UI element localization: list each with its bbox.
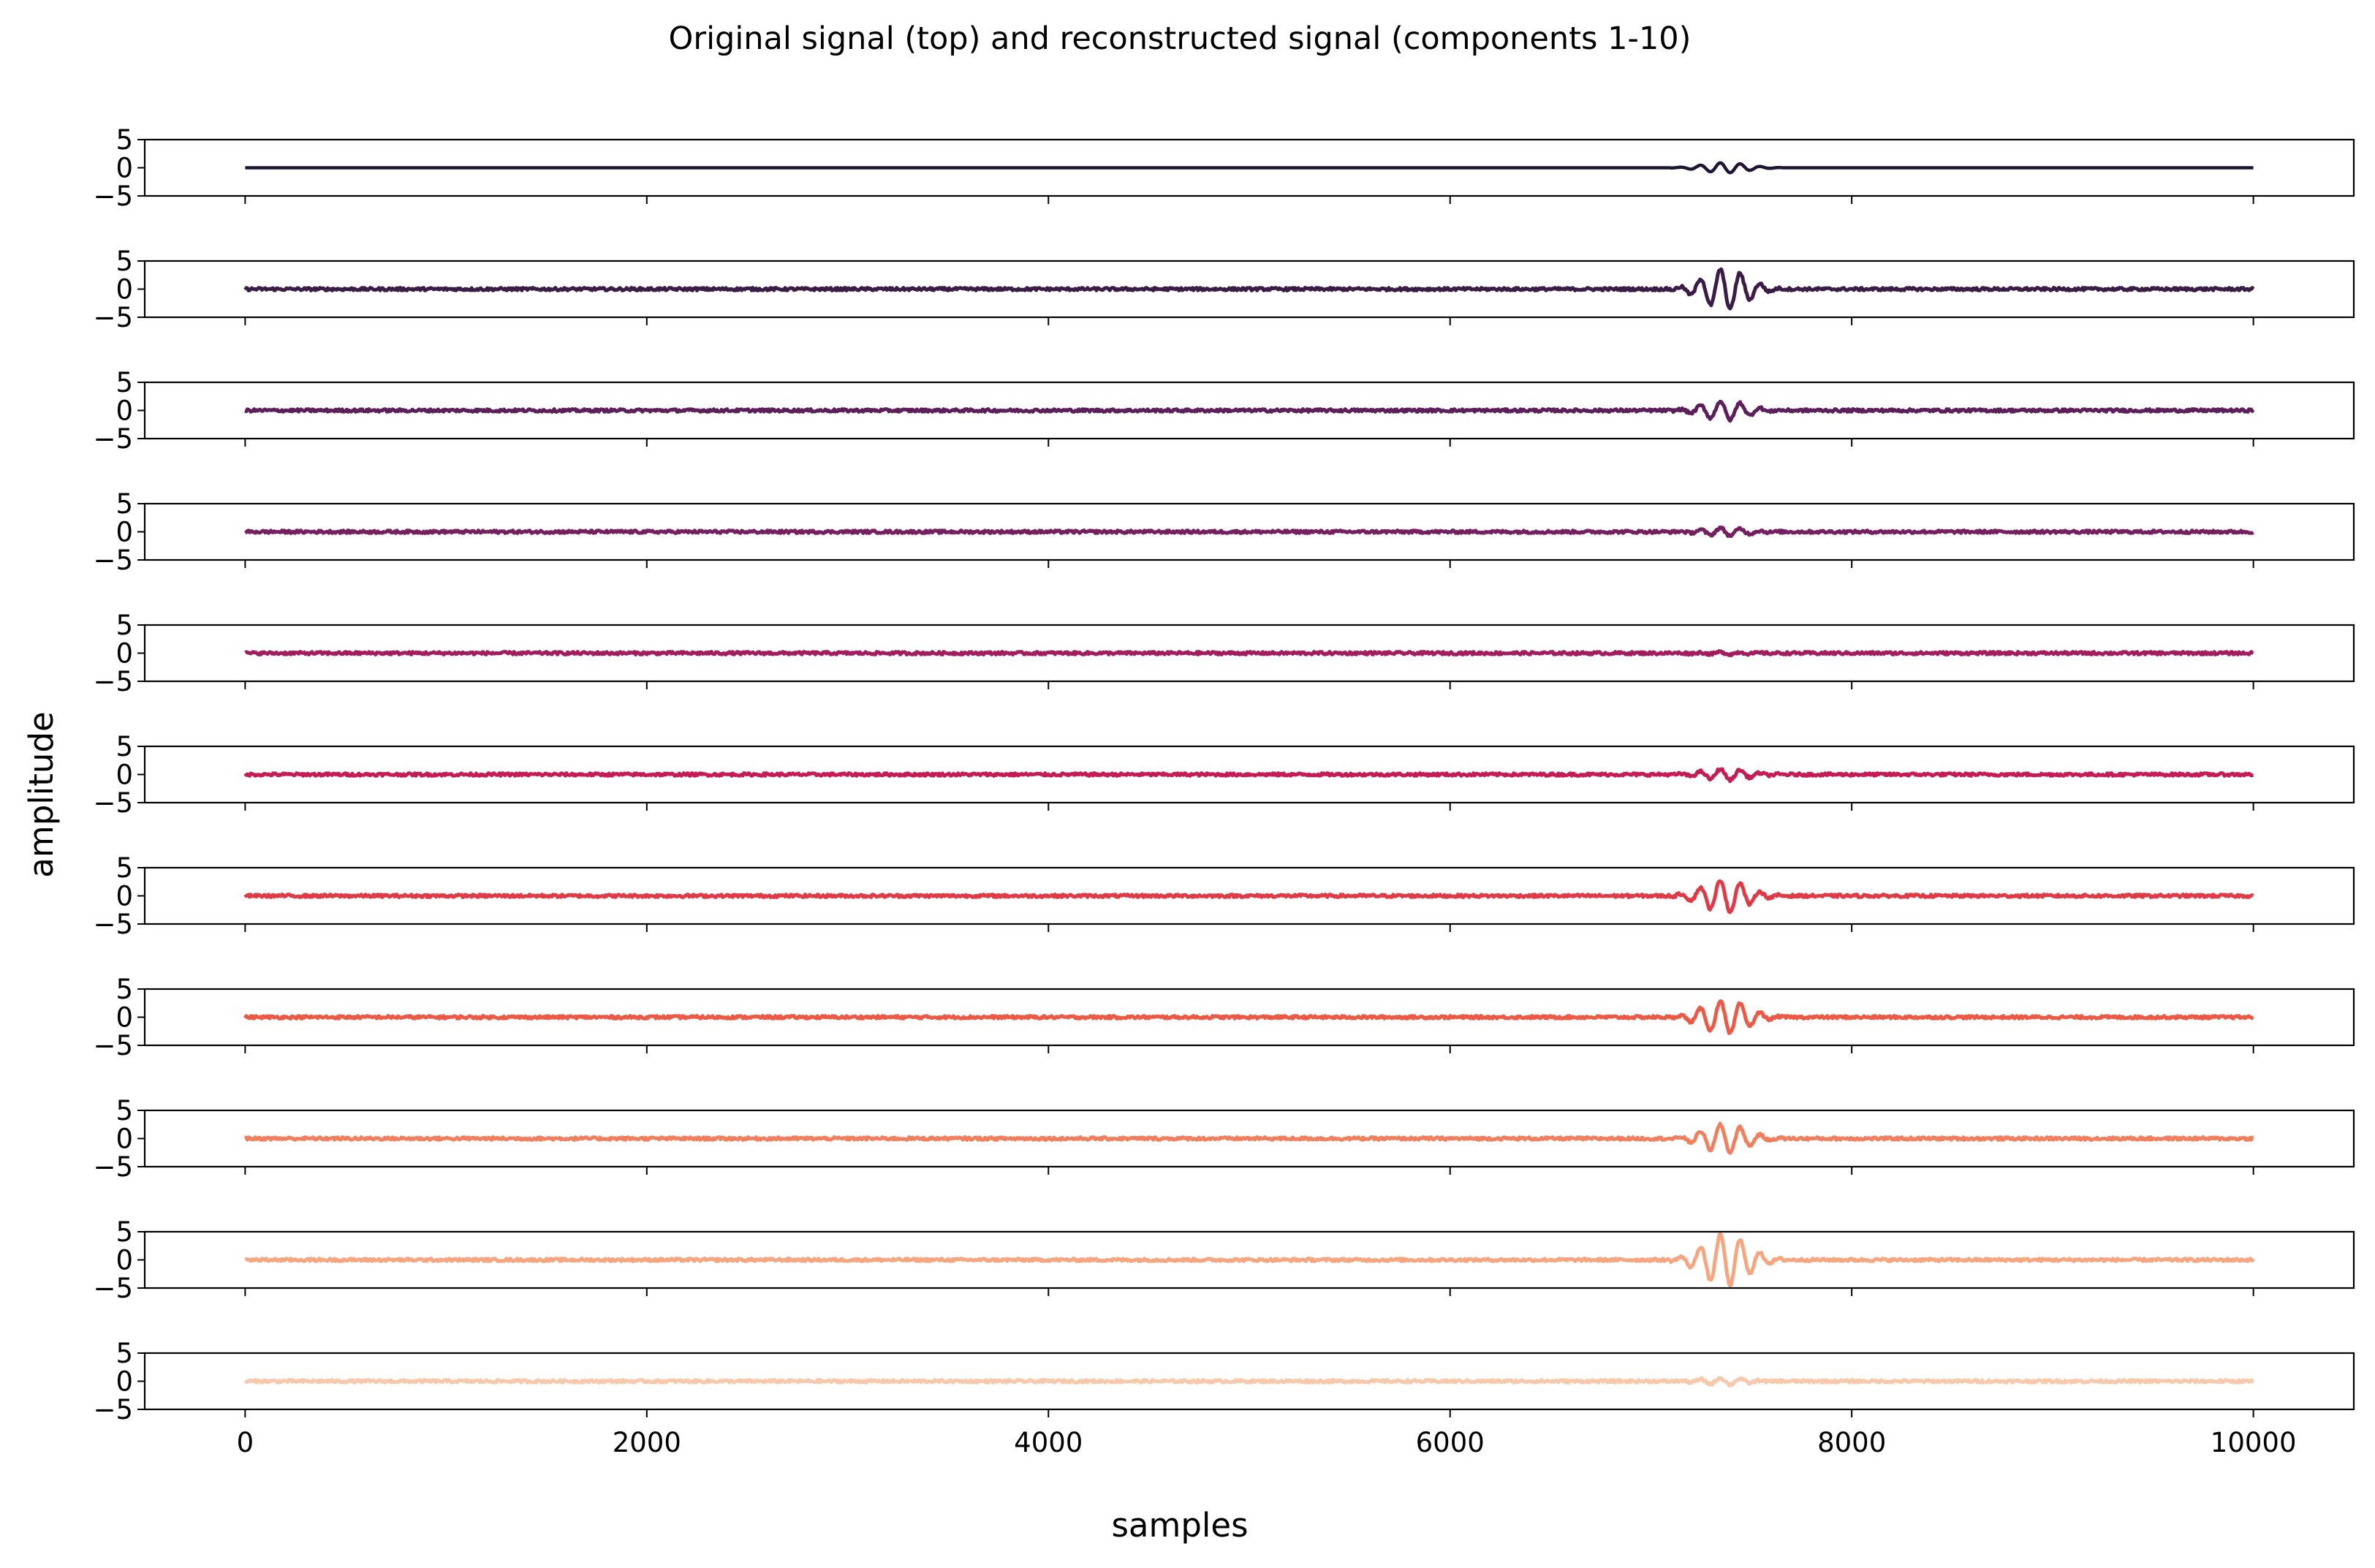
y-tick-label: −5 (93, 181, 133, 212)
y-tick-label: 5 (115, 246, 133, 277)
y-tick-label: 5 (115, 610, 133, 641)
y-tick-label: 0 (115, 760, 133, 791)
y-tick-label: −5 (93, 545, 133, 576)
subplot-panel: 50−5 (93, 1095, 2355, 1183)
y-tick-label: 0 (115, 274, 133, 306)
y-tick-label: −5 (93, 909, 133, 940)
series-line (244, 525, 2254, 538)
y-tick-label: −5 (93, 1394, 133, 1425)
y-tick-label: 0 (115, 395, 133, 427)
subplot-panel: 50−5 (93, 852, 2355, 940)
subplot-panel: 50−5 (93, 488, 2355, 576)
y-tick-label: 0 (115, 1245, 133, 1276)
y-axis-label: amplitude (22, 711, 61, 877)
y-tick-label: −5 (93, 302, 133, 333)
subplot-panel: 50−50 2000 4000 6000 8000 10000 (93, 1338, 2355, 1458)
x-tick-label: 6000 (1416, 1427, 1485, 1458)
y-tick-label: 0 (115, 1002, 133, 1034)
series-line (243, 767, 2254, 784)
y-tick-label: −5 (93, 666, 133, 697)
y-tick-label: −5 (93, 1030, 133, 1061)
series-line (244, 649, 2254, 658)
y-tick-label: 0 (115, 881, 133, 912)
subplot-panel: 50−5 (93, 610, 2355, 697)
y-tick-label: 5 (115, 124, 133, 156)
y-tick-label: −5 (93, 787, 133, 819)
x-axis-label: samples (1111, 1506, 1248, 1545)
y-tick-label: 5 (115, 367, 133, 398)
y-tick-label: 5 (115, 1095, 133, 1126)
y-tick-label: −5 (93, 423, 133, 455)
subplot-panel: 50−5 (93, 246, 2355, 333)
chart-title: Original signal (top) and reconstructed … (669, 20, 1692, 57)
series-line (244, 399, 2255, 423)
y-tick-label: −5 (93, 1151, 133, 1183)
y-tick-label: 5 (115, 488, 133, 520)
x-tick-label: 10000 (2211, 1427, 2297, 1458)
subplot-panel: 50−5 (93, 124, 2355, 212)
series-line (243, 1376, 2254, 1387)
x-tick-label: 4000 (1014, 1427, 1083, 1458)
x-tick-label: 2000 (613, 1427, 681, 1458)
subplot-panel: 50−5 (93, 1216, 2355, 1304)
x-tick-label: 0 (237, 1427, 254, 1458)
subplot-panel: 50−5 (93, 731, 2355, 819)
y-tick-label: 5 (115, 974, 133, 1005)
y-tick-label: 0 (115, 1366, 133, 1398)
subplot-grid: 50−550−550−550−550−550−550−550−550−550−5… (93, 124, 2355, 1458)
subplot-panel: 50−5 (93, 974, 2355, 1061)
series-line (243, 999, 2254, 1035)
series-line (243, 879, 2254, 914)
series-line (243, 1121, 2254, 1155)
y-tick-label: 5 (115, 1216, 133, 1248)
series-line (243, 267, 2255, 311)
y-tick-label: 0 (115, 1124, 133, 1155)
y-tick-label: 5 (115, 852, 133, 884)
x-tick-label: 8000 (1817, 1427, 1886, 1458)
series-line (244, 161, 2254, 175)
y-tick-label: 5 (115, 731, 133, 762)
y-tick-label: 0 (115, 638, 133, 670)
series-line (244, 1231, 2255, 1288)
subplot-panel: 50−5 (93, 367, 2355, 455)
y-tick-label: 0 (115, 517, 133, 548)
y-tick-label: 5 (115, 1338, 133, 1369)
y-tick-label: −5 (93, 1273, 133, 1304)
y-tick-label: 0 (115, 153, 133, 184)
